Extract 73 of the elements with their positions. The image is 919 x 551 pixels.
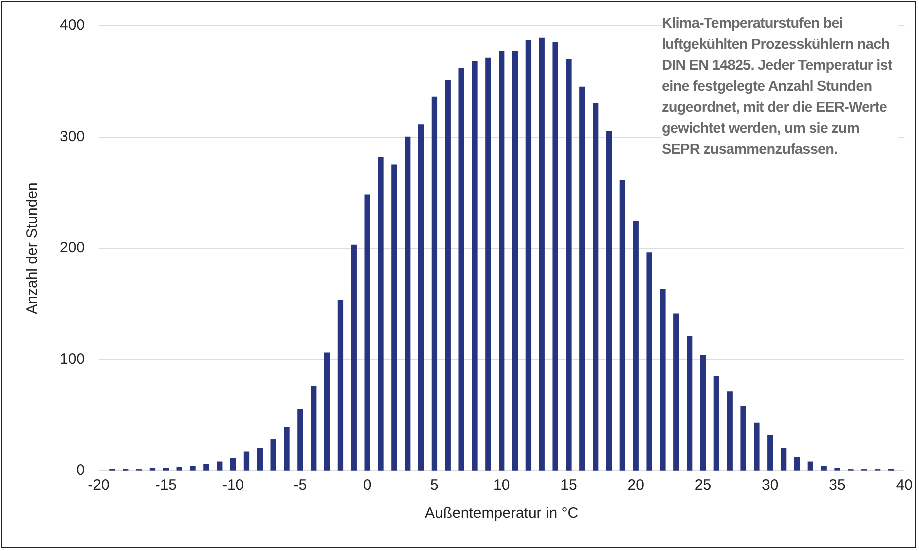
bar [512, 51, 518, 471]
x-tick-label: 20 [628, 477, 644, 494]
bar [364, 194, 370, 471]
y-tick-label: 300 [60, 128, 86, 146]
x-tick-label: 15 [560, 477, 578, 494]
bar [230, 458, 236, 471]
bar [432, 96, 438, 471]
bar [606, 131, 612, 471]
bar [163, 468, 169, 471]
bar [190, 466, 196, 471]
bar [646, 252, 652, 471]
x-tick-label: -15 [155, 477, 178, 494]
y-tick-label: 100 [60, 350, 86, 368]
bar [298, 409, 304, 471]
bar [338, 300, 344, 471]
bar [821, 466, 827, 471]
x-tick-label: 5 [430, 477, 439, 494]
x-tick-label: 30 [762, 477, 779, 494]
bar [244, 452, 250, 471]
bar [539, 38, 545, 471]
y-tick-label: 200 [60, 240, 86, 257]
bar [217, 462, 223, 471]
annotation: Klima-Temperaturstufen bei luftgekühlten Prozesskühlern nach DIN EN 14825. Jeder Temperatur ist eine festgelegte Anzahl Stunden zugeordnet, mit der die EER-Werte gewichtet werden, um sie zum SEPR zusammenzufassen. [662, 14, 898, 161]
bar [499, 51, 505, 471]
bar [257, 448, 263, 471]
bar [686, 336, 693, 471]
bar [324, 352, 330, 471]
bar [808, 462, 814, 471]
bar [378, 156, 384, 471]
x-axis-title: Außentemperatur in °C [425, 505, 579, 522]
bar [700, 354, 706, 471]
bar [754, 422, 760, 471]
bar [486, 58, 492, 471]
bar [150, 468, 156, 471]
bar [552, 42, 558, 471]
bar [392, 164, 398, 471]
bar [580, 86, 586, 471]
x-tick-label: -10 [222, 477, 244, 494]
bar [445, 80, 451, 471]
bar [405, 136, 411, 471]
bar [780, 448, 787, 471]
x-tick-label: -5 [294, 477, 308, 494]
bar [472, 61, 478, 471]
x-tick-label: 10 [494, 477, 510, 494]
bar [714, 376, 720, 471]
bar [620, 180, 626, 471]
bar [794, 457, 800, 471]
bar [311, 386, 317, 471]
bar [458, 68, 464, 471]
bar [204, 464, 210, 471]
bar [768, 435, 774, 471]
x-tick-label: 25 [694, 477, 712, 494]
y-axis-title: Anzahl der Stunden [24, 182, 42, 314]
bar [834, 468, 840, 471]
bar [284, 427, 290, 471]
x-tick-label: 40 [896, 477, 913, 494]
bar [593, 104, 599, 471]
bar [566, 59, 572, 471]
x-tick-label: 0 [363, 477, 372, 494]
bar [660, 289, 666, 471]
y-tick-label: 400 [60, 17, 86, 34]
bar [674, 314, 680, 471]
bar [176, 467, 182, 471]
bar [727, 392, 733, 471]
bar [740, 406, 746, 471]
bar [526, 40, 532, 471]
y-tick-label: 0 [76, 462, 86, 480]
bar [633, 221, 639, 471]
x-tick-label: 35 [829, 477, 846, 494]
bar [351, 244, 357, 471]
bar [418, 124, 424, 471]
x-tick-label: -20 [88, 477, 110, 494]
bar [270, 440, 276, 471]
